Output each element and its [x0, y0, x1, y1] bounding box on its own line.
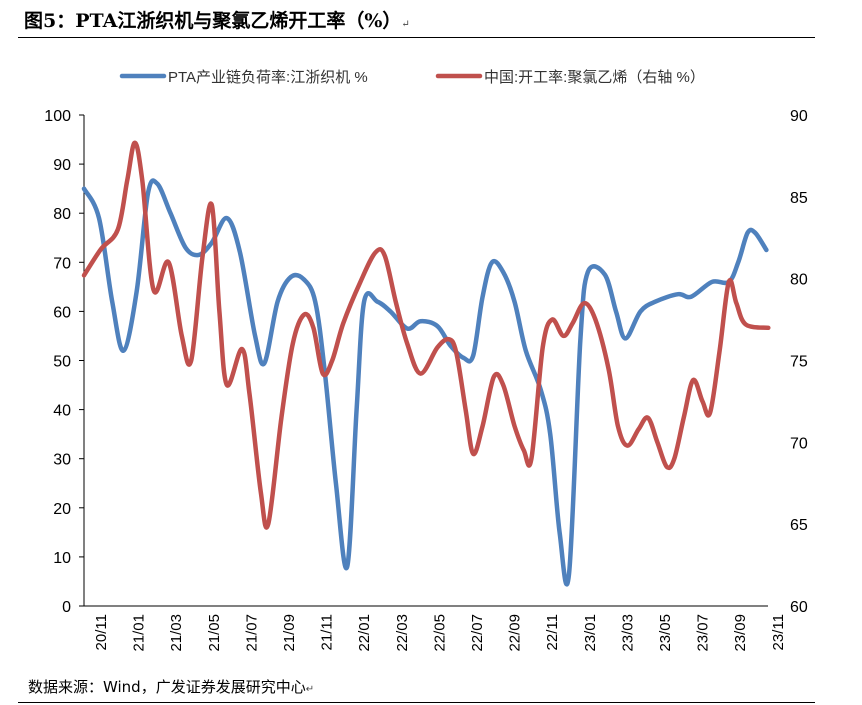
left-axis-tick-label: 40: [53, 403, 71, 420]
left-axis-tick-label: 50: [53, 354, 71, 371]
right-axis-tick-label: 70: [790, 435, 808, 452]
source-divider: [18, 702, 815, 703]
left-axis-tick-label: 60: [53, 304, 71, 321]
figure-title: 图5：PTA江浙织机与聚氯乙烯开工率（%）↵: [24, 6, 410, 33]
left-axis-tick-label: 100: [44, 108, 71, 125]
right-axis-tick-label: 90: [790, 108, 808, 125]
legend-label: 中国:开工率:聚氯乙烯（右轴 %）: [484, 69, 705, 86]
pta-loom-load-line: [81, 178, 769, 587]
left-axis-tick-label: 30: [53, 452, 71, 469]
x-axis-tick-label: 23/07: [695, 614, 712, 652]
x-axis-tick-label: 21/11: [319, 614, 336, 650]
right-axis-tick-label: 65: [790, 517, 808, 534]
left-axis-tick-label: 80: [53, 206, 71, 223]
chart-series: [81, 140, 771, 587]
x-axis-tick-label: 22/07: [469, 614, 486, 652]
x-axis-tick-label: 23/01: [582, 614, 599, 652]
right-axis-tick-label: 85: [790, 190, 808, 207]
return-mark-icon: ↵: [401, 19, 410, 30]
x-axis-tick-label: 22/05: [431, 614, 448, 652]
figure-title-text: 图5：PTA江浙织机与聚氯乙烯开工率（%）: [24, 10, 402, 32]
chart-legend: PTA产业链负荷率:江浙织机 % 中国:开工率:聚氯乙烯（右轴 %）: [119, 69, 705, 86]
pvc-operating-rate-line: [81, 140, 771, 530]
data-source-text: 数据来源：Wind，广发证券发展研究中心: [28, 678, 306, 696]
x-axis-tick-label: 21/01: [131, 614, 148, 652]
left-axis-tick-label: 10: [53, 550, 71, 567]
right-axis-tick-label: 80: [790, 272, 808, 289]
x-axis-tick-label: 22/01: [356, 614, 373, 652]
legend-label: PTA产业链负荷率:江浙织机 %: [168, 69, 368, 86]
return-mark-icon: ↵: [305, 684, 315, 695]
x-axis-tick-label: 22/09: [507, 614, 524, 652]
left-axis-tick-label: 70: [53, 255, 71, 272]
x-axis-tick-label: 23/11: [770, 614, 787, 650]
title-divider: [18, 37, 815, 38]
right-axis-tick-label: 75: [790, 354, 808, 371]
x-axis-tick-label: 21/05: [206, 614, 223, 652]
x-axis-tick-label: 22/11: [544, 614, 561, 650]
chart-axes: 0 10 20 30 40 50 60 70 80 90 100 60 65 70 75 80 85 90 20/1…: [44, 108, 808, 652]
x-axis-tick-label: 21/09: [281, 614, 298, 652]
x-axis-tick-label: 22/03: [394, 614, 411, 652]
x-axis-tick-label: 23/09: [732, 614, 749, 652]
x-axis-tick-label: 21/03: [168, 614, 185, 652]
x-axis-tick-label: 20/11: [93, 614, 110, 650]
right-axis-tick-label: 60: [790, 599, 808, 616]
x-axis-tick-label: 23/05: [657, 614, 674, 652]
left-axis-tick-label: 90: [53, 157, 71, 174]
left-axis-tick-label: 20: [53, 501, 71, 518]
x-axis-tick-label: 21/07: [243, 614, 260, 652]
data-source-note: 数据来源：Wind，广发证券发展研究中心↵: [28, 676, 314, 697]
x-axis-tick-label: 23/03: [619, 614, 636, 652]
left-axis-tick-label: 0: [62, 599, 71, 616]
